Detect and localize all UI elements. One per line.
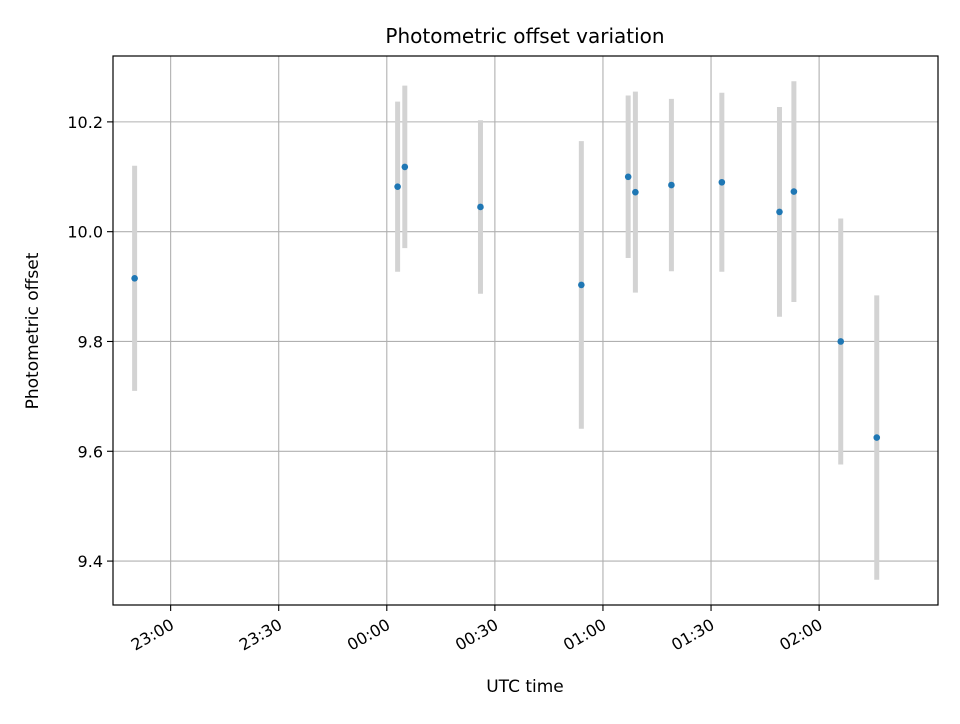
plot-frame	[112, 55, 939, 606]
y-tick-label: 9.8	[78, 332, 103, 351]
data-point	[776, 208, 783, 216]
data-point	[837, 338, 845, 345]
grid	[113, 56, 938, 605]
data-point	[718, 178, 726, 186]
data-point	[394, 183, 401, 190]
data-point	[668, 181, 675, 189]
data-point	[624, 173, 632, 181]
y-tick-label: 10.0	[67, 223, 103, 242]
data-point	[477, 203, 484, 211]
y-tick-label: 9.4	[78, 552, 103, 571]
data-point	[131, 275, 138, 282]
data-point	[401, 163, 409, 171]
y-tick-label: 10.2	[67, 113, 103, 132]
x-axis-label: UTC time	[486, 677, 564, 697]
data-point	[790, 188, 798, 195]
data-point	[632, 188, 639, 196]
data-points	[131, 163, 881, 441]
data-point	[873, 434, 881, 441]
y-tick-label: 9.6	[78, 442, 103, 461]
y-axis-label: Photometric offset	[23, 252, 43, 409]
chart-title: Photometric offset variation	[385, 24, 664, 48]
data-point	[578, 281, 585, 289]
